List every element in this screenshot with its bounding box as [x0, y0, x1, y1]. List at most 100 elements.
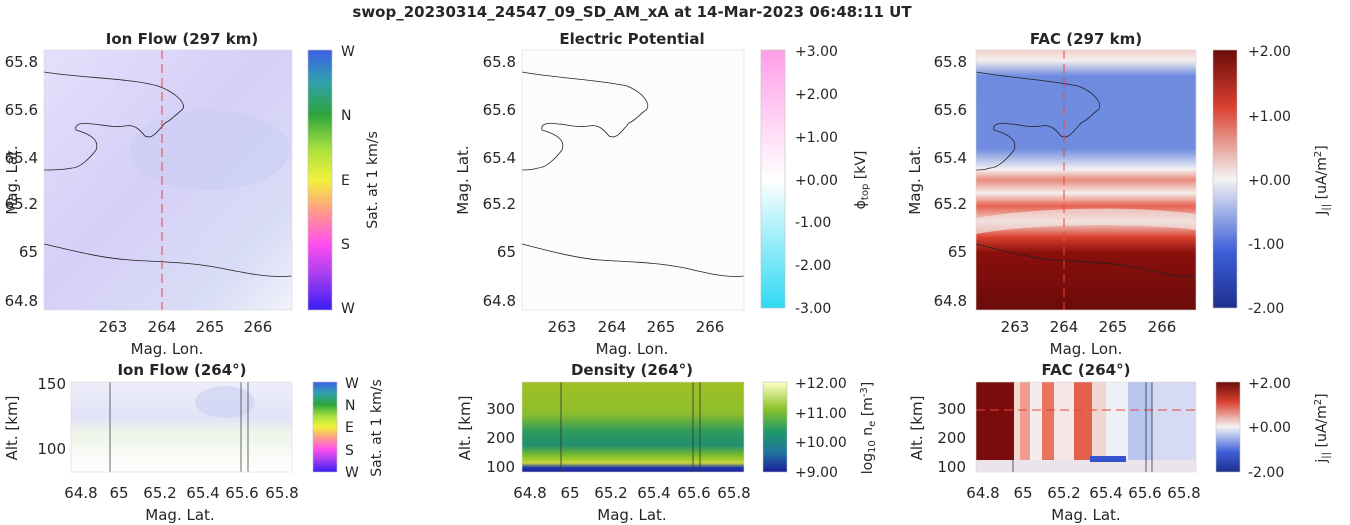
ion-flow-profile-yticks: 100 150 [37, 375, 66, 458]
y-tick-label: 65 [497, 243, 516, 261]
electric-potential-map-colorbar [760, 49, 786, 309]
x-tick-label: 266 [696, 318, 725, 336]
y-tick-label: 150 [37, 375, 66, 393]
y-tick-label: 65.8 [483, 53, 516, 71]
fac-map-xticks: 263 264 265 266 [1001, 318, 1177, 336]
x-tick-label: 65 [560, 484, 579, 502]
ion-flow-map-contour-lower [43, 243, 293, 277]
y-tick-label: 65 [948, 243, 967, 261]
ion-flow-map-title: Ion Flow (297 km) [106, 30, 258, 48]
x-tick-label: 263 [548, 318, 577, 336]
fac-profile-stripe [1030, 382, 1042, 460]
y-tick-label: 65.8 [5, 53, 38, 71]
ion-flow-profile-colorbar-ticks: W N E S W [345, 376, 359, 481]
fac-map-contour-lower [975, 243, 1197, 277]
x-tick-label: 266 [1148, 318, 1177, 336]
ion-flow-profile-xlabel: Mag. Lat. [145, 506, 214, 524]
colorbar-tick-label: +12.00 [795, 376, 847, 392]
x-tick-label: 65.6 [1128, 484, 1161, 502]
x-tick-label: 65.2 [594, 484, 627, 502]
fac-profile-stripe [1106, 382, 1128, 460]
fac-profile-xlabel: Mag. Lat. [1051, 506, 1120, 524]
x-tick-label: 65 [109, 484, 128, 502]
x-tick-label: 264 [1050, 318, 1079, 336]
fac-map-colorbar-label: J|| [uA/m2] [1313, 145, 1332, 215]
fac-profile-colorbar-label: j|| [uA/m2] [1313, 393, 1332, 463]
colorbar-tick-label: W [345, 376, 359, 392]
density-profile-yticks: 100 200 300 [486, 400, 515, 476]
electric-potential-map-colorbar-label: ϕtop [kV] [853, 151, 871, 210]
colorbar-tick-label: +0.00 [1248, 420, 1291, 436]
colorbar-tick-label: +11.00 [795, 406, 847, 422]
ion-flow-profile-title: Ion Flow (264°) [117, 361, 246, 379]
fac-map-yticks: 64.8 65 65.2 65.4 65.6 65.8 [934, 53, 967, 310]
fac-profile-stripe [1014, 382, 1020, 460]
density-profile-xlabel: Mag. Lat. [597, 506, 666, 524]
colorbar-tick-label: +2.00 [1248, 44, 1291, 60]
fac-profile-stripe [1092, 382, 1106, 460]
colorbar-tick-label: +0.00 [1248, 173, 1291, 189]
y-tick-label: 65.2 [934, 195, 967, 213]
y-tick-label: 300 [486, 400, 515, 418]
y-tick-label: 100 [486, 458, 515, 476]
ion-flow-map-frame [43, 49, 293, 311]
electric-potential-map-contour-upper [521, 71, 649, 171]
electric-potential-map-frame [521, 49, 745, 311]
density-profile-colorbar-label: log10 ne [m-3] [859, 382, 878, 475]
x-tick-label: 65.4 [1089, 484, 1122, 502]
fac-map-colorbar [1212, 49, 1238, 309]
ion-flow-map-ylabel: Mag. Lat. [3, 145, 21, 214]
fac-map-ylabel: Mag. Lat. [906, 145, 924, 214]
x-tick-label: 64.8 [513, 484, 546, 502]
electric-potential-map-colorbar-ticks: +3.00 +2.00 +1.00 +0.00 -1.00 -2.00 -3.0… [795, 44, 838, 317]
ion-flow-map-yticks: 64.8 65 65.2 65.4 65.6 65.8 [5, 53, 38, 310]
fac-profile-colorbar [1215, 381, 1241, 473]
ion-flow-profile-blob [195, 386, 255, 418]
x-tick-label: 263 [1001, 318, 1030, 336]
colorbar-tick-label: W [345, 465, 359, 481]
colorbar-tick-label: E [345, 420, 354, 436]
ion-flow-map-colorbar-label: Sat. at 1 km/s [365, 131, 381, 229]
ion-flow-map-blob [130, 110, 290, 190]
x-tick-label: 265 [647, 318, 676, 336]
x-tick-label: 65.2 [143, 484, 176, 502]
density-profile-field [522, 382, 744, 472]
ion-flow-profile-xticks: 64.8 65 65.2 65.4 65.6 65.8 [64, 484, 298, 502]
colorbar-tick-label: +0.00 [795, 173, 838, 189]
x-tick-label: 264 [598, 318, 627, 336]
colorbar-tick-label: +2.00 [1248, 376, 1291, 392]
y-tick-label: 65.4 [934, 149, 967, 167]
electric-potential-map-contour-lower [521, 243, 745, 277]
y-tick-label: 65 [19, 243, 38, 261]
x-tick-label: 263 [99, 318, 128, 336]
colorbar-tick-label: S [341, 237, 350, 253]
colorbar-tick-label: +9.00 [795, 465, 838, 481]
colorbar-tick-label: W [341, 301, 355, 317]
x-tick-label: 65.8 [717, 484, 750, 502]
x-tick-label: 65.6 [225, 484, 258, 502]
fac-profile-stripe [1152, 382, 1196, 460]
fac-profile-stripe [1020, 382, 1030, 460]
density-profile-colorbar [762, 381, 788, 473]
x-tick-label: 266 [244, 318, 273, 336]
electric-potential-map-field [522, 50, 744, 310]
fac-profile-yticks: 100 200 300 [937, 400, 966, 476]
y-tick-label: 100 [37, 440, 66, 458]
colorbar-tick-label: E [341, 173, 350, 189]
y-tick-label: 65.2 [5, 195, 38, 213]
x-tick-label: 65.8 [1167, 484, 1200, 502]
fac-map-band [976, 208, 1196, 234]
density-profile-panel: Density (264°) 64.8 65 65.2 65.4 65.6 65… [456, 361, 878, 524]
ion-flow-map-panel: Ion Flow (297 km) 263 264 265 266 64.8 6… [3, 30, 381, 358]
fac-profile-ylabel: Alt. [km] [908, 396, 926, 461]
figure-title: swop_20230314_24547_09_SD_AM_xA at 14-Ma… [352, 3, 912, 21]
electric-potential-map-yticks: 64.8 65 65.2 65.4 65.6 65.8 [483, 53, 516, 310]
fac-map-title: FAC (297 km) [1030, 30, 1142, 48]
fac-profile-xticks: 64.8 65 65.2 65.4 65.6 65.8 [966, 484, 1200, 502]
fac-map-contour-upper [975, 71, 1101, 171]
x-tick-label: 65 [1013, 484, 1032, 502]
colorbar-tick-label: N [341, 108, 351, 124]
density-profile-ylabel: Alt. [km] [456, 396, 474, 461]
density-profile-colorbar-ticks: +12.00 +11.00 +10.00 +9.00 [795, 376, 847, 481]
